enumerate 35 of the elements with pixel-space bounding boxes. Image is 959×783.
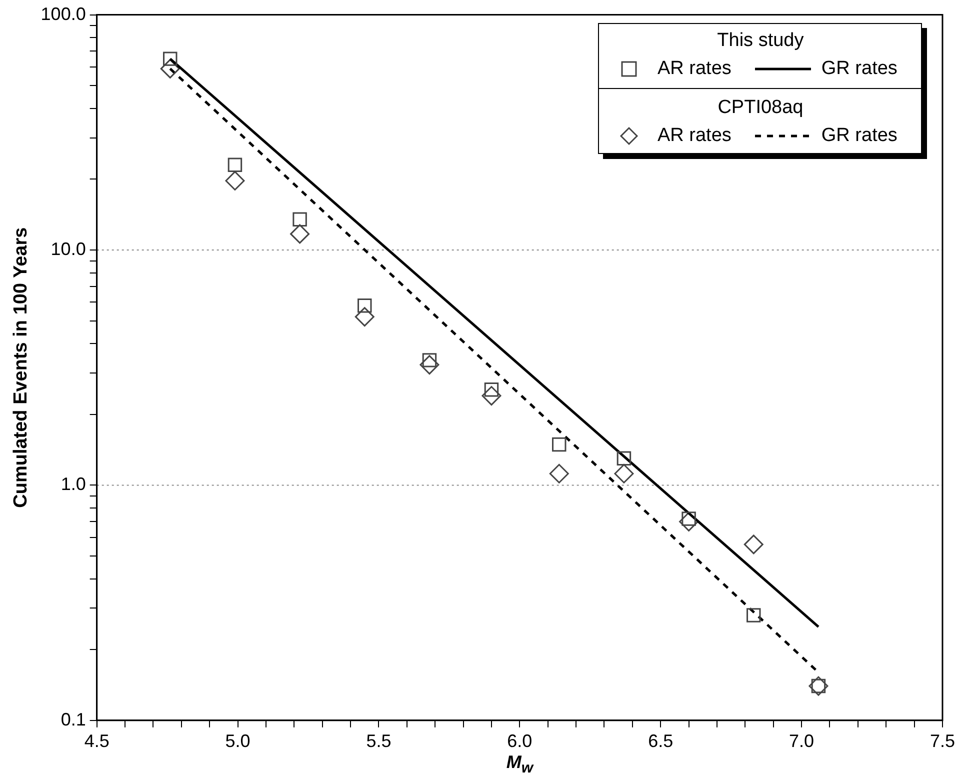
point (744, 534, 764, 554)
y-tick-label: 0.1 (60, 709, 86, 730)
x-tick-label: 5.5 (366, 731, 392, 752)
y-tick-label: 100.0 (40, 4, 86, 24)
point (354, 307, 374, 327)
point (163, 52, 178, 66)
x-axis-title: M$_{w}$ (505, 752, 535, 777)
point (614, 464, 634, 484)
point (292, 212, 307, 226)
point (552, 437, 566, 452)
x-tick-label: 7.0 (789, 731, 814, 752)
x-tick-label: 6.0 (507, 731, 532, 752)
x-tick-label: 4.5 (84, 731, 110, 752)
point (746, 608, 761, 622)
legend-label: GR rates (821, 58, 898, 80)
point (358, 298, 372, 313)
annotation: This study (716, 28, 805, 53)
y-tick-label: 10.0 (50, 238, 86, 259)
y-axis-title: Cumulated Events in 100 Years (10, 227, 32, 508)
legend-label: AR rates (657, 124, 732, 147)
x-tick-label: 6.5 (648, 731, 674, 752)
legend-label: AR rates (657, 58, 732, 80)
x-tick-label: 7.5 (930, 731, 956, 752)
point (160, 58, 180, 78)
point (616, 451, 632, 466)
x-tick-label: 5.0 (225, 731, 250, 752)
point (549, 464, 569, 484)
y-tick-label: 1.0 (60, 474, 86, 494)
point (225, 170, 245, 190)
point (290, 224, 310, 244)
point (482, 386, 502, 406)
point (420, 355, 440, 375)
legend-label: GR rates (821, 124, 898, 147)
point (228, 158, 242, 172)
annotation: CPTI08aq (716, 96, 804, 120)
